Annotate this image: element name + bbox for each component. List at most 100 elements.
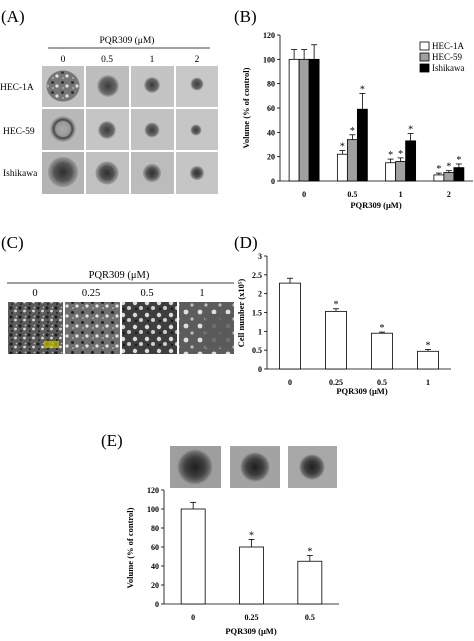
bar bbox=[308, 58, 320, 182]
x-tick-label: 0.5 bbox=[347, 190, 357, 199]
panel-c-conc-3: 1 bbox=[199, 288, 204, 299]
bar bbox=[395, 161, 407, 182]
significance-marker: * bbox=[456, 155, 461, 166]
panel-e-images bbox=[170, 446, 337, 488]
bar bbox=[336, 153, 348, 182]
y-tick-label: 120 bbox=[147, 486, 159, 495]
bar bbox=[417, 350, 439, 370]
chart-b-x-ticks: 0 0.5 1 2 bbox=[302, 190, 451, 199]
significance-marker: * bbox=[408, 125, 413, 136]
legend-label: HEC-59 bbox=[432, 52, 462, 62]
bar bbox=[405, 140, 417, 182]
y-tick-label: 80 bbox=[151, 524, 159, 533]
chart-b-xlabel: PQR309 (μM) bbox=[350, 200, 401, 210]
bar bbox=[356, 108, 368, 182]
legend-swatch bbox=[419, 52, 430, 62]
y-tick-label: 100 bbox=[263, 55, 275, 64]
panel-a-row-hec1a: HEC-1A bbox=[0, 83, 34, 93]
y-tick-label: 40 bbox=[267, 128, 275, 137]
panel-label-c: (C) bbox=[1, 233, 24, 252]
y-tick-label: 0 bbox=[258, 365, 262, 374]
x-tick-label: 0.25 bbox=[245, 613, 259, 622]
y-tick-label: 2 bbox=[258, 290, 262, 299]
significance-marker: * bbox=[350, 126, 355, 137]
panel-c-conc-1: 0.25 bbox=[82, 288, 100, 299]
chart-d-y-ticks: 0 0.5 1 1.5 2 2.5 3 bbox=[252, 252, 267, 374]
panel-a-header: PQR309 (μM) bbox=[100, 35, 155, 46]
y-tick-label: 0.5 bbox=[252, 346, 262, 355]
bar bbox=[297, 560, 323, 605]
y-tick-label: 40 bbox=[151, 562, 159, 571]
y-tick-label: 60 bbox=[151, 543, 159, 552]
panel-a-conc-3: 2 bbox=[195, 55, 200, 65]
panel-label-b: (B) bbox=[234, 7, 257, 26]
y-tick-label: 60 bbox=[267, 104, 275, 113]
bar bbox=[371, 332, 393, 370]
legend-swatch bbox=[419, 63, 430, 73]
significance-marker: * bbox=[249, 530, 254, 541]
chart-d-bars: * * * bbox=[279, 277, 439, 370]
chart-b-ylabel: Volume (% of control) bbox=[241, 67, 251, 148]
chart-b-bars: * * * * * * * * * bbox=[288, 44, 465, 182]
panel-c-conc-0: 0 bbox=[32, 288, 37, 299]
chart-e-y-ticks: 0 20 40 60 80 100 120 bbox=[147, 486, 164, 609]
y-tick-label: 20 bbox=[267, 153, 275, 162]
panel-c-header: PQR309 (μM) bbox=[89, 270, 150, 281]
panel-a-conc-2: 1 bbox=[150, 55, 155, 65]
bar bbox=[239, 546, 264, 605]
y-tick-label: 120 bbox=[263, 31, 275, 40]
y-tick-label: 1.5 bbox=[252, 309, 262, 318]
y-tick-label: 3 bbox=[258, 252, 262, 261]
panel-label-e: (E) bbox=[101, 431, 123, 450]
y-tick-label: 100 bbox=[147, 505, 159, 514]
panel-a-conc-0: 0 bbox=[61, 55, 66, 65]
bar bbox=[433, 174, 445, 182]
significance-marker: * bbox=[360, 84, 365, 95]
chart-d-x-ticks: 0 0.25 0.5 1 bbox=[288, 378, 430, 387]
panel-label-d: (D) bbox=[234, 233, 258, 252]
significance-marker: * bbox=[380, 323, 385, 334]
panel-a-conc-1: 0.5 bbox=[101, 55, 113, 65]
legend-swatch bbox=[419, 41, 430, 51]
y-tick-label: 80 bbox=[267, 80, 275, 89]
cell-micrograph-grid bbox=[8, 302, 234, 354]
x-tick-label: 0.5 bbox=[305, 613, 315, 622]
y-tick-label: 1 bbox=[258, 327, 262, 336]
x-tick-label: 1 bbox=[399, 190, 403, 199]
significance-marker: * bbox=[307, 547, 312, 558]
legend-label: HEC-1A bbox=[432, 41, 464, 51]
y-tick-label: 0 bbox=[155, 600, 159, 609]
panel-label-a: (A) bbox=[1, 7, 25, 26]
x-tick-label: 0 bbox=[191, 613, 195, 622]
panel-a-row-ishikawa: Ishikawa bbox=[3, 169, 38, 179]
panel-a: PQR309 (μM) 0 0.5 1 2 HEC-1A HEC-59 Ishi… bbox=[0, 35, 218, 194]
bar bbox=[453, 167, 465, 182]
x-tick-label: 1 bbox=[426, 378, 430, 387]
chart-d-ylabel: Cell number (x10⁵) bbox=[236, 279, 246, 348]
chart-e-xlabel: PQR309 (μM) bbox=[225, 626, 276, 636]
panel-c: PQR309 (μM) 0 0.25 0.5 1 bbox=[7, 270, 234, 354]
significance-marker: * bbox=[426, 340, 431, 351]
chart-d-xlabel: PQR309 (μM) bbox=[336, 386, 387, 396]
chart-e-x-ticks: 0 0.25 0.5 bbox=[191, 613, 315, 622]
significance-marker: * bbox=[398, 149, 403, 160]
panel-a-row-hec59: HEC-59 bbox=[3, 127, 35, 137]
chart-d: 0 0.5 1 1.5 2 2.5 3 * * * 0 0.25 0.5 1 Cell number … bbox=[236, 252, 451, 396]
significance-marker: * bbox=[436, 164, 441, 175]
legend-label: Ishikawa bbox=[432, 63, 465, 73]
x-tick-label: 0 bbox=[302, 190, 306, 199]
y-tick-label: 20 bbox=[151, 581, 159, 590]
bar bbox=[180, 508, 206, 605]
chart-b: 0 20 40 60 80 100 120 * * * * * * * * * 0 0.5 1 2 Volume … bbox=[241, 31, 473, 210]
significance-marker: * bbox=[334, 300, 339, 311]
bar bbox=[443, 172, 455, 182]
chart-b-y-ticks: 0 20 40 60 80 100 120 bbox=[263, 31, 280, 186]
y-tick-label: 2.5 bbox=[252, 271, 262, 280]
spheroid-image-grid bbox=[42, 66, 218, 194]
bar bbox=[288, 58, 300, 182]
bar bbox=[385, 162, 397, 182]
significance-marker: * bbox=[340, 142, 345, 153]
